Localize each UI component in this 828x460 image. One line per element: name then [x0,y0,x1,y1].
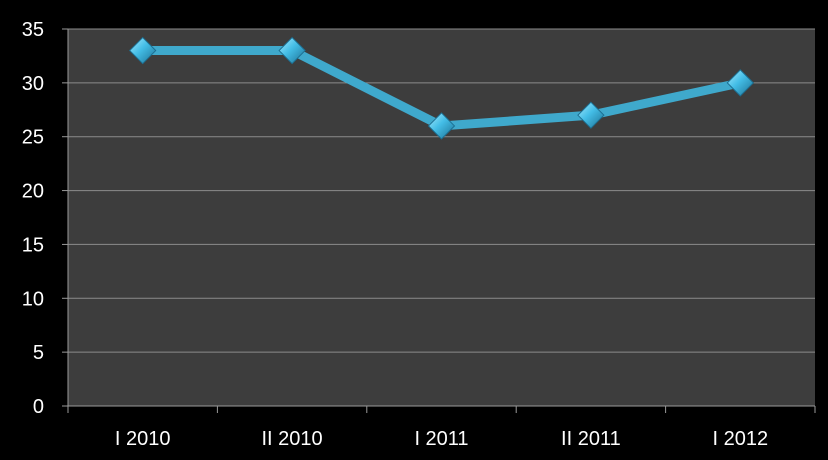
x-tick-label-3: I 2011 [414,428,468,450]
gridlines [62,28,815,407]
data-point-2 [278,36,306,65]
x-tick-label-4: II 2011 [561,428,621,450]
data-point-5 [726,69,755,97]
y-tick-label-0: 0 [33,396,44,418]
y-tick-label-20: 20 [22,181,44,203]
x-tick-label-2: II 2010 [262,428,323,450]
axes [67,29,816,413]
series-layer [128,36,755,140]
y-tick-label-10: 10 [22,288,44,310]
tick-labels: 0 5 10 15 20 25 30 35 I 2010 II 2010 I 2011 II 2011… [22,19,768,450]
x-tick-label-1: I 2010 [115,428,171,450]
plot-area [68,29,815,406]
y-tick-label-30: 30 [22,73,44,95]
data-point-3 [427,112,456,140]
data-point-1 [128,36,157,65]
y-tick-label-5: 5 [33,342,44,364]
y-tick-label-35: 35 [22,19,44,41]
y-tick-label-15: 15 [22,234,44,256]
data-point-4 [577,101,605,129]
x-tick-label-5: I 2012 [712,428,768,450]
y-tick-label-25: 25 [22,127,44,149]
